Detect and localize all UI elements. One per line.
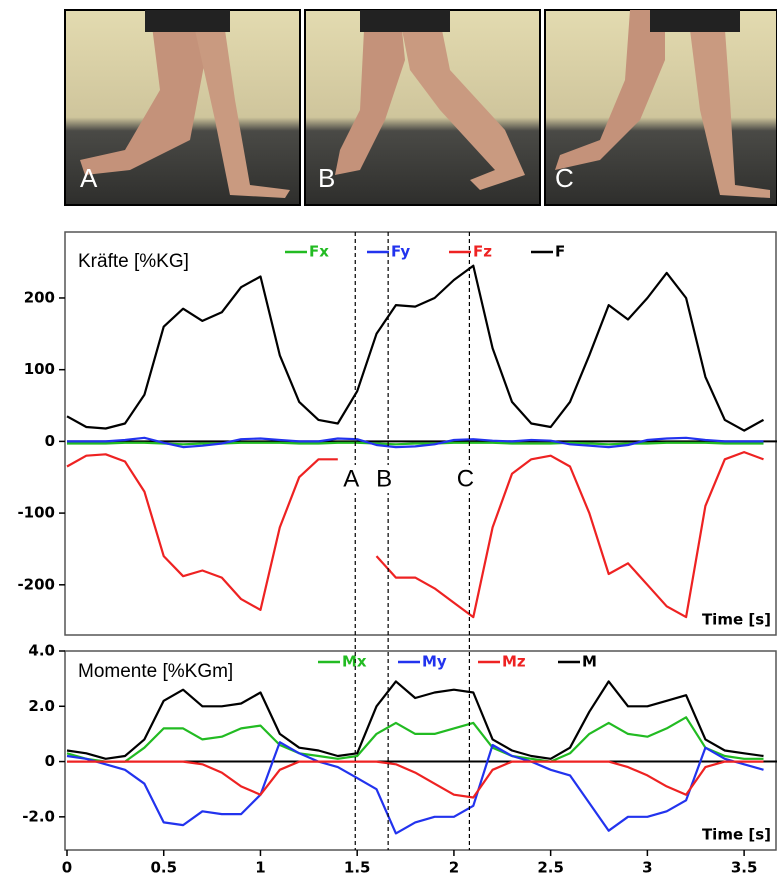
y-tick-label: 0 (45, 432, 55, 450)
y-tick-label: 2.0 (28, 697, 55, 715)
photo-label: B (318, 163, 335, 193)
series-line (67, 452, 764, 617)
y-tick-label: 100 (24, 360, 55, 378)
chart-title: Momente [%KGm] (78, 661, 233, 682)
event-label: A (343, 465, 359, 492)
x-tick-label: 0.5 (150, 859, 177, 876)
series-line (67, 742, 764, 833)
x-tick-label: 1 (255, 859, 265, 876)
series-line (67, 266, 764, 431)
x-tick-label: 3 (642, 859, 652, 876)
legend-label: Mz (502, 653, 526, 671)
y-tick-label: -200 (17, 575, 55, 593)
y-tick-label: -100 (17, 504, 55, 522)
legend-label: Fz (473, 243, 492, 261)
plot-frame (65, 232, 776, 635)
event-label: C (457, 465, 474, 492)
legend-label: Mx (342, 653, 367, 671)
series-line (67, 681, 764, 758)
photo-label: A (80, 163, 98, 193)
event-label: B (376, 465, 392, 492)
legend-label: M (582, 653, 597, 671)
x-tick-label: 3.5 (731, 859, 758, 876)
x-tick-label: 2.5 (537, 859, 564, 876)
photo: B (305, 10, 540, 205)
series-line (67, 717, 764, 761)
x-tick-label: 0 (62, 859, 72, 876)
legend-label: Fx (309, 243, 329, 261)
y-tick-label: 0 (45, 752, 55, 770)
y-tick-label: 200 (24, 288, 55, 306)
legend-label: Fy (391, 243, 410, 261)
legend-label: F (555, 243, 565, 261)
x-axis-label: Time [s] (702, 826, 771, 844)
y-tick-label: 4.0 (28, 642, 55, 660)
x-tick-label: 2 (449, 859, 459, 876)
photo-label: C (555, 163, 574, 193)
series-line (67, 762, 764, 798)
figure: A B C 2001000-100-200Kräfte [%KG]Time [s… (0, 0, 777, 876)
photo: C (545, 10, 777, 205)
y-tick-label: -2.0 (22, 807, 55, 825)
photo: A (65, 10, 300, 205)
legend-label: My (422, 653, 447, 671)
x-axis-label: Time [s] (702, 611, 771, 629)
chart-title: Kräfte [%KG] (78, 251, 189, 272)
x-tick-label: 1.5 (344, 859, 371, 876)
